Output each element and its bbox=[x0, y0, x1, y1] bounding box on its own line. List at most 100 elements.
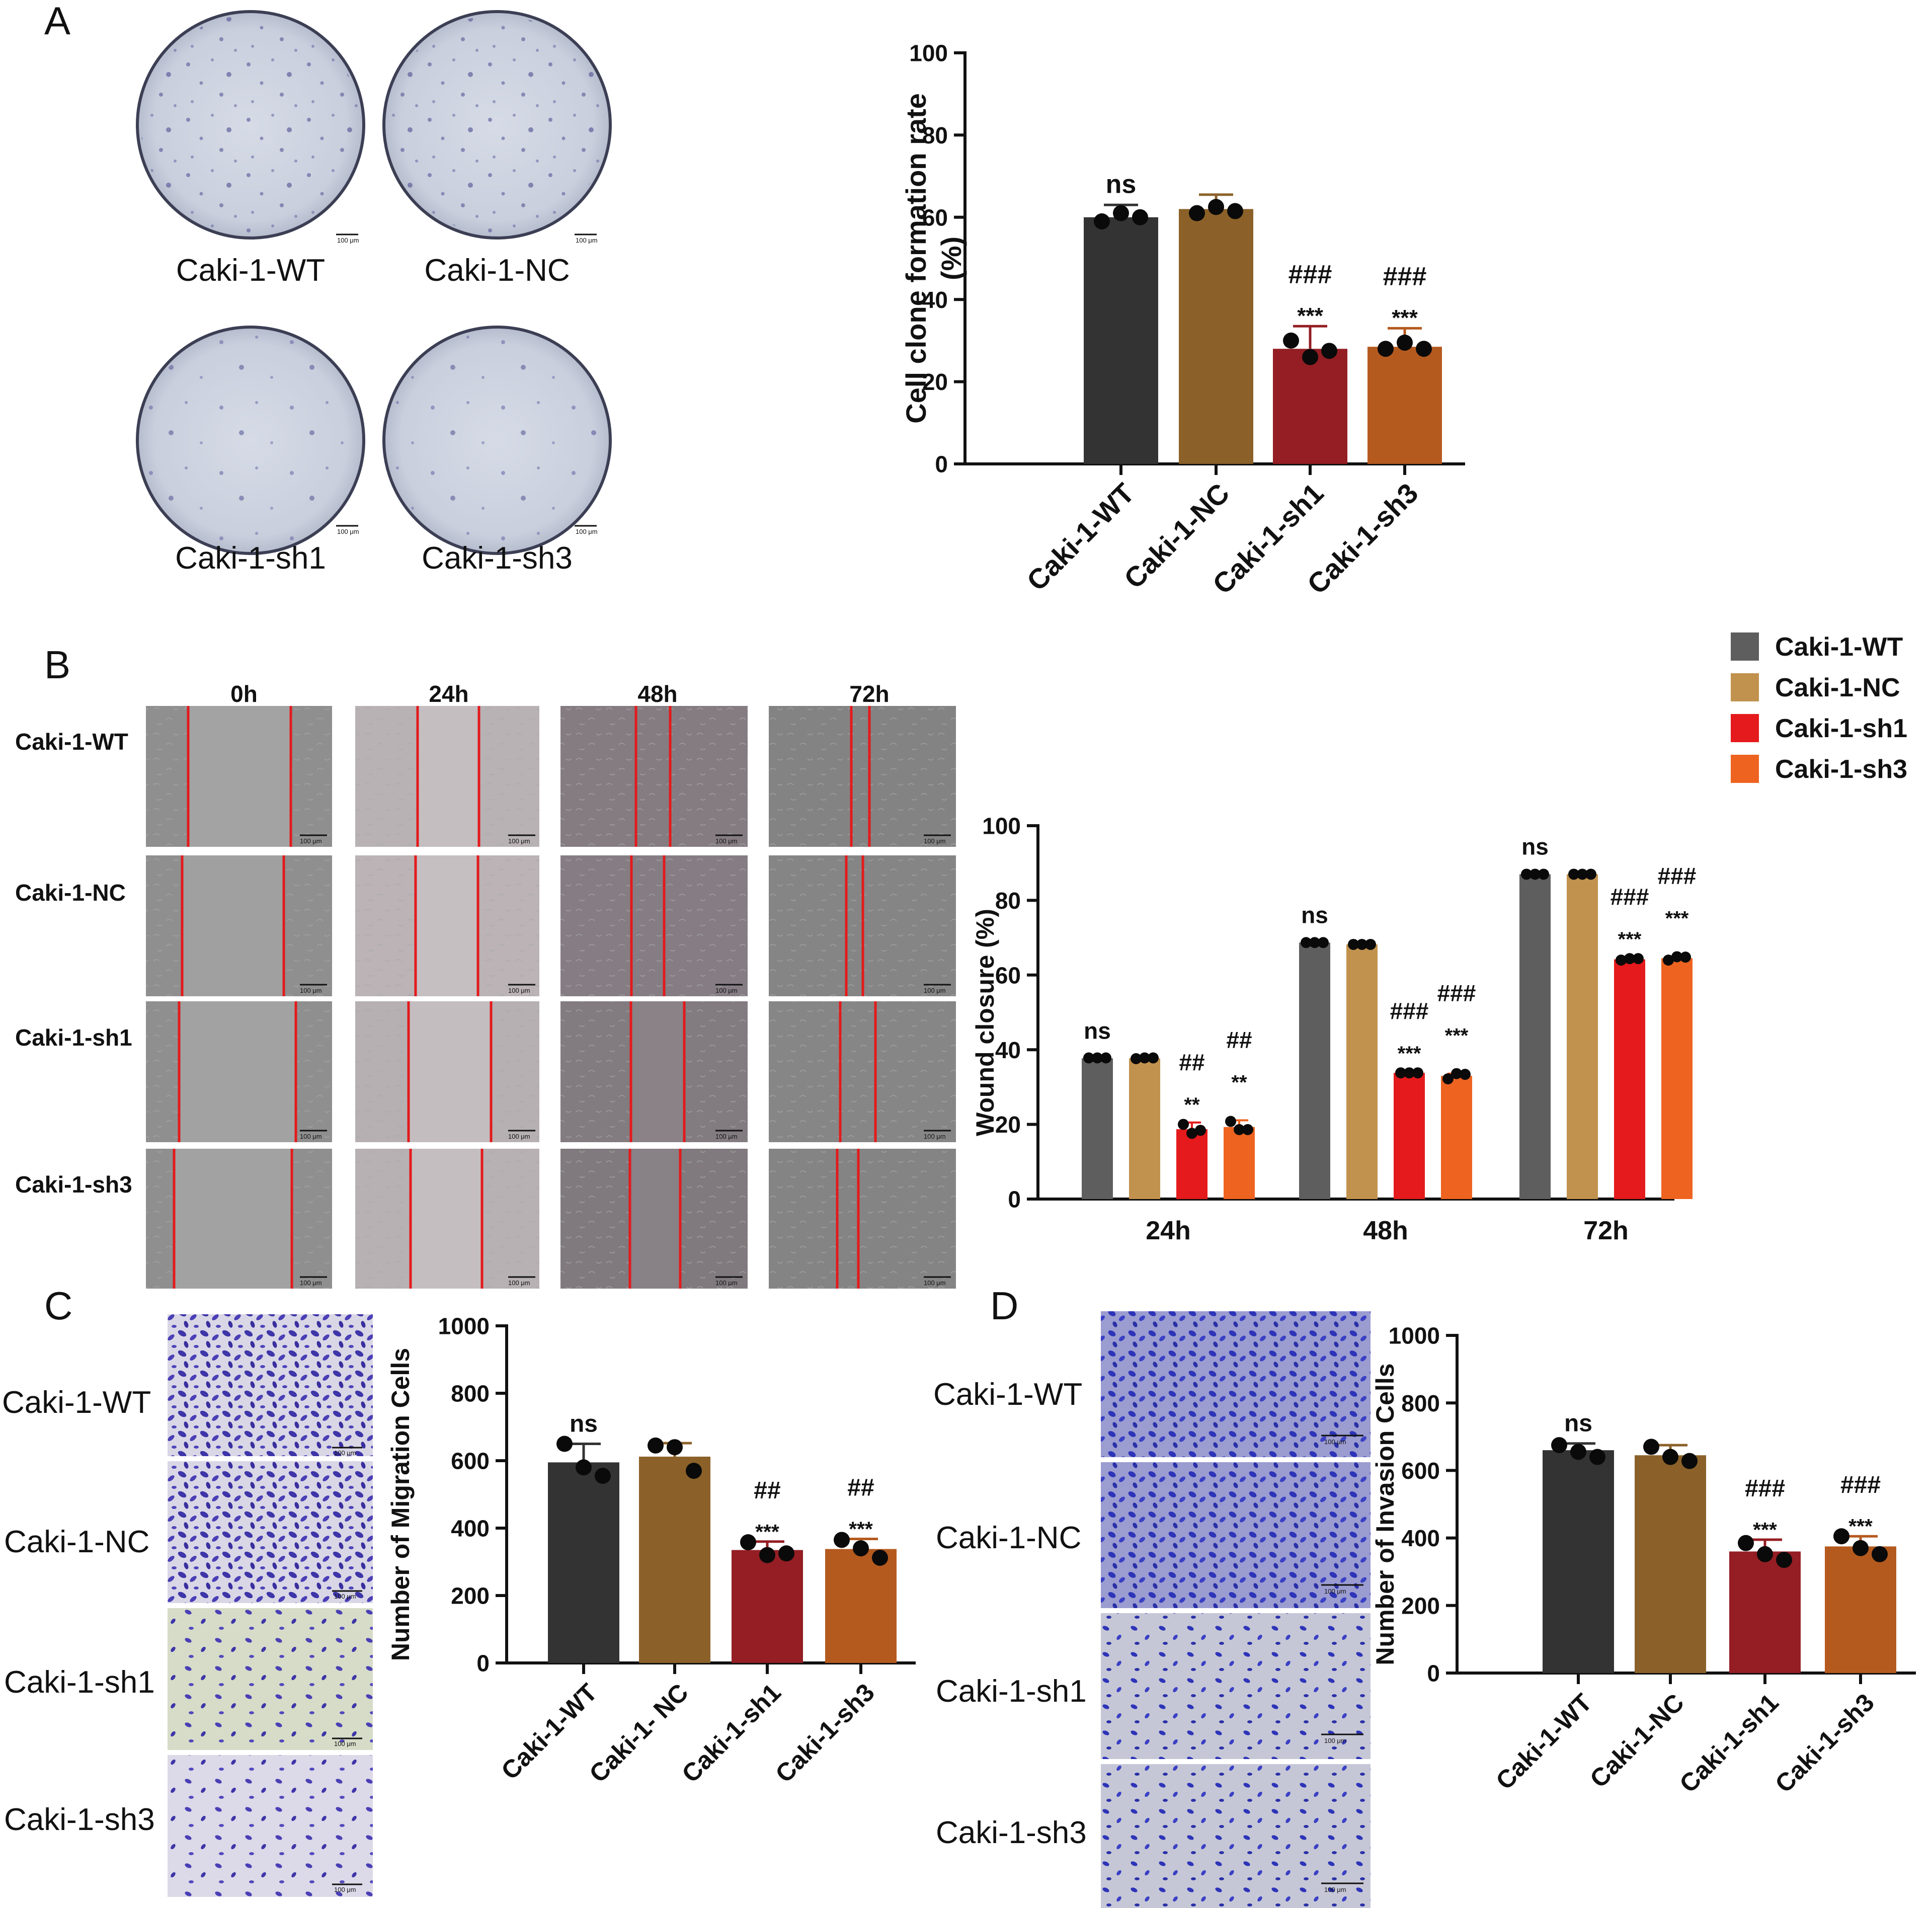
y-tick-label: 400 bbox=[1401, 1525, 1440, 1551]
legend: Caki-1-WT Caki-1-NC Caki-1-sh1 Caki-1-sh… bbox=[1731, 632, 1907, 784]
category-label: Caki-1- NC bbox=[584, 1678, 693, 1788]
panel-label-a: A bbox=[44, 0, 70, 43]
significance-stars: *** bbox=[849, 1517, 873, 1540]
bar-1 bbox=[1129, 1058, 1160, 1199]
category-label: Caki-1-NC bbox=[1584, 1688, 1689, 1793]
bar-1 bbox=[1346, 944, 1378, 1199]
bar-2 bbox=[1729, 1551, 1801, 1673]
data-point bbox=[1301, 937, 1312, 948]
panel-c-images: 100 μm 100 μm 100 μm 100 μm Caki-1-WT Ca… bbox=[2, 1314, 373, 1897]
scale-bar-label: 100 μm bbox=[924, 1279, 946, 1287]
y-tick-label: 0 bbox=[1427, 1660, 1440, 1687]
panel-label-c: C bbox=[44, 1284, 72, 1328]
panel-label-b: B bbox=[44, 643, 70, 687]
scale-bar-label: 100 μm bbox=[924, 837, 946, 845]
y-tick-label: 1000 bbox=[438, 1313, 490, 1339]
invasion-image-nc bbox=[1101, 1462, 1371, 1608]
row-label-nc: Caki-1-NC bbox=[15, 880, 126, 906]
y-tick-label: 400 bbox=[451, 1516, 490, 1542]
scale-bar-label: 100 μm bbox=[337, 236, 359, 244]
significance-hash: ### bbox=[1745, 1475, 1785, 1502]
data-point bbox=[1662, 1449, 1678, 1465]
y-axis-title: Number of Migration Cells bbox=[386, 1348, 415, 1661]
data-point bbox=[686, 1463, 702, 1479]
group-label: 24h bbox=[1146, 1216, 1191, 1245]
dish-caption-wt: Caki-1-WT bbox=[176, 253, 325, 288]
data-point bbox=[1585, 868, 1596, 880]
group-label: 48h bbox=[1363, 1216, 1408, 1245]
data-point bbox=[1643, 1439, 1659, 1455]
invasion-label-wt: Caki-1-WT bbox=[933, 1377, 1082, 1412]
wound-row-sh1 bbox=[146, 1001, 956, 1142]
scale-bar-label: 100 μm bbox=[924, 1133, 946, 1140]
panel-a-dishes: 100 μm Caki-1-WT 100 μm Caki-1-NC 100 μm… bbox=[136, 10, 612, 576]
data-point bbox=[1348, 938, 1359, 950]
y-tick-label: 0 bbox=[935, 451, 948, 478]
y-axis-title: Cell clone formation rate bbox=[900, 93, 932, 424]
data-point bbox=[1100, 1052, 1111, 1064]
data-point bbox=[1680, 951, 1691, 963]
bar-2 bbox=[1273, 349, 1347, 464]
wound-scale-bars: 100 μm 100 μm 100 μm 100 μm 100 μm 100 μ… bbox=[300, 834, 951, 1287]
significance-hash: ## bbox=[754, 1477, 780, 1504]
bar-1 bbox=[1179, 209, 1253, 464]
data-point bbox=[1404, 1067, 1415, 1079]
data-point bbox=[1460, 1069, 1471, 1080]
data-point bbox=[1131, 1053, 1142, 1065]
data-point bbox=[1395, 1067, 1406, 1079]
significance-hash: ## bbox=[1179, 1049, 1204, 1075]
significance-ns: ns bbox=[1564, 1410, 1592, 1437]
data-point bbox=[1616, 955, 1627, 966]
significance-hash: ### bbox=[1390, 998, 1429, 1024]
scale-bar-label: 100 μm bbox=[300, 987, 322, 994]
data-point bbox=[1551, 1437, 1567, 1454]
y-tick-label: 800 bbox=[451, 1381, 490, 1407]
category-label: Caki-1-sh1 bbox=[676, 1678, 786, 1788]
y-tick-label: 20 bbox=[922, 369, 948, 395]
data-point bbox=[1776, 1552, 1792, 1568]
data-point bbox=[1234, 1124, 1245, 1135]
data-point bbox=[556, 1436, 573, 1452]
bar-3 bbox=[1367, 347, 1442, 464]
scale-bar-label: 100 μm bbox=[334, 1886, 356, 1893]
scale-bar-label: 100 μm bbox=[576, 236, 598, 244]
time-header-48h: 48h bbox=[637, 681, 677, 707]
data-point bbox=[1663, 955, 1674, 966]
y-tick-label: 200 bbox=[451, 1583, 490, 1609]
migration-image-wt bbox=[168, 1314, 373, 1456]
category-label: Caki-1-sh1 bbox=[1674, 1688, 1784, 1798]
data-point bbox=[1178, 1119, 1189, 1130]
bar-3 bbox=[1825, 1546, 1896, 1673]
data-point bbox=[1671, 951, 1682, 963]
scale-bar-label: 100 μm bbox=[334, 1593, 356, 1600]
chart-c-migration: 0 200 400 600 800 1000 Number of Migration Cel… bbox=[386, 1313, 916, 1788]
wound-row-nc bbox=[146, 855, 956, 996]
migration-image-nc bbox=[168, 1461, 373, 1603]
scale-bar-label: 100 μm bbox=[508, 837, 530, 845]
significance-hash: ### bbox=[1383, 262, 1427, 291]
row-label-sh1: Caki-1-sh1 bbox=[15, 1024, 132, 1051]
scale-bar-label: 100 μm bbox=[508, 1133, 530, 1140]
scale-bar-label: 100 μm bbox=[576, 528, 598, 535]
invasion-label-sh1: Caki-1-sh1 bbox=[936, 1674, 1087, 1709]
legend-swatch-sh1 bbox=[1731, 714, 1759, 742]
scale-bar-label: 100 μm bbox=[715, 1133, 738, 1140]
significance-stars: *** bbox=[1848, 1515, 1873, 1538]
bar-0 bbox=[1519, 874, 1551, 1199]
data-point bbox=[1092, 1052, 1103, 1064]
category-label: Caki-1-WT bbox=[1490, 1688, 1597, 1795]
y-tick-label: 100 bbox=[982, 813, 1021, 839]
data-point bbox=[1356, 938, 1367, 950]
legend-swatch-sh3 bbox=[1731, 755, 1759, 783]
data-point bbox=[740, 1534, 756, 1551]
scale-bar-label: 100 μm bbox=[508, 1279, 530, 1287]
data-point bbox=[1397, 334, 1413, 351]
bar-3 bbox=[1661, 958, 1693, 1199]
bar-1 bbox=[1567, 874, 1598, 1199]
row-label-sh3: Caki-1-sh3 bbox=[15, 1171, 132, 1198]
bar-2 bbox=[1394, 1073, 1425, 1199]
y-tick-label: 800 bbox=[1401, 1390, 1440, 1416]
data-point bbox=[1853, 1540, 1869, 1556]
data-point bbox=[1225, 1116, 1236, 1127]
data-point bbox=[834, 1532, 850, 1548]
